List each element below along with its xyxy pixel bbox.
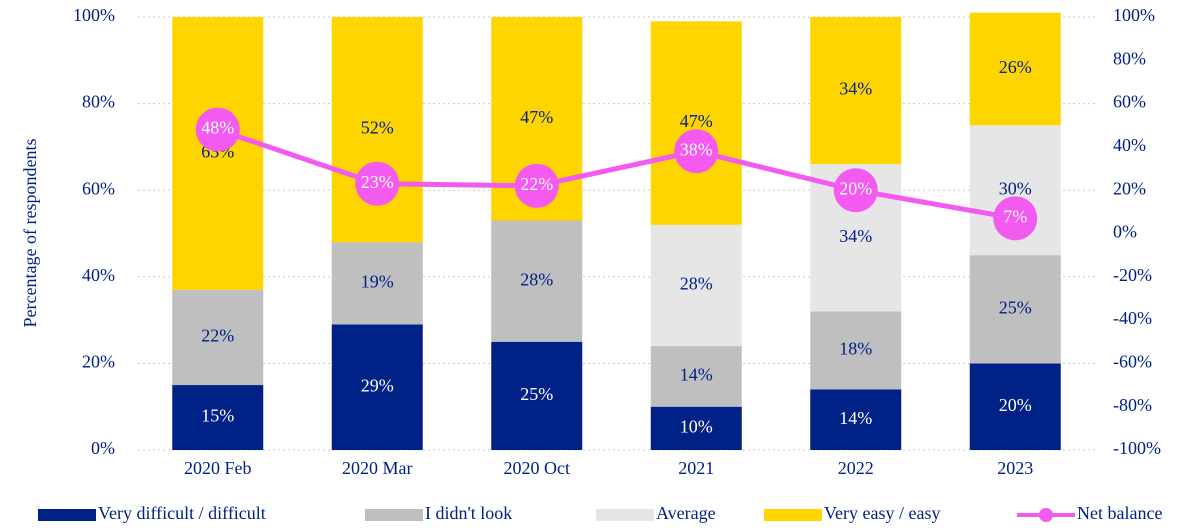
x-tick-label: 2021 [678,458,714,478]
data-label: 22% [520,174,553,194]
data-label: 30% [999,178,1032,198]
legend-label: Average [656,503,716,523]
bar-segment [969,363,1061,450]
data-label: 20% [839,178,872,198]
data-label: 48% [201,118,234,138]
line [216,127,1016,221]
bar-segment [969,12,1061,126]
y2-tick-label: -60% [1113,352,1152,372]
data-label: 26% [999,57,1032,77]
legend-swatch [1039,508,1053,522]
line-marker [514,163,559,208]
data-label: 47% [520,107,553,127]
data-label: 28% [680,274,713,294]
data-label: 18% [839,339,872,359]
bar-segment [810,311,902,390]
y2-tick-label: -40% [1113,308,1152,328]
y-tick-label: 0% [91,438,115,458]
bar-segment [969,255,1061,364]
data-label: 25% [999,297,1032,317]
bar-segment [650,346,742,407]
legend-label: I didn't look [425,503,512,523]
bar-segment [810,17,902,165]
y2-tick-label: 20% [1113,178,1146,198]
data-label: 7% [1003,206,1027,226]
bar-segment [172,17,264,290]
y2-tick-label: 0% [1113,222,1137,242]
bar-segment [172,385,264,450]
data-label: 34% [839,226,872,246]
legend-label: Net balance [1077,503,1162,523]
legend-swatch [38,509,96,521]
bar-segment [650,224,742,347]
data-label: 25% [520,384,553,404]
x-tick-label: 2020 Mar [342,458,413,478]
legend-label: Very easy / easy [824,503,940,523]
x-tick-label: 2023 [997,458,1033,478]
data-label: 10% [680,416,713,436]
bar-segment [650,406,742,450]
line-marker [355,161,400,206]
y2-tick-label: 60% [1113,92,1146,112]
bar-segment [172,289,264,386]
data-label: 47% [680,111,713,131]
y-axis-title: Percentage of respondents [20,139,40,328]
data-label: 20% [999,395,1032,415]
legend-label: Very difficult / difficult [98,503,266,523]
x-tick-label: 2020 Feb [184,458,252,478]
data-label: 28% [520,269,553,289]
y-tick-label: 100% [73,5,115,25]
y2-tick-label: -100% [1113,438,1161,458]
data-label: 19% [361,271,394,291]
line-marker [674,129,719,174]
line-marker [195,107,240,152]
data-label: 15% [201,406,234,426]
y-tick-label: 80% [82,92,115,112]
bar-segment [650,21,742,225]
legend-swatch [764,509,822,521]
data-label: 34% [839,79,872,99]
y-tick-label: 20% [82,352,115,372]
data-label: 29% [361,375,394,395]
data-label: 14% [680,365,713,385]
y2-tick-label: 40% [1113,135,1146,155]
line-marker [833,168,878,213]
y2-tick-label: 100% [1113,5,1155,25]
x-tick-label: 2022 [838,458,874,478]
data-label: 23% [361,172,394,192]
line-marker [993,196,1038,241]
data-label: 22% [201,326,234,346]
legend-swatch [365,509,423,521]
y2-tick-label: 80% [1113,48,1146,68]
x-tick-label: 2020 Oct [504,458,571,478]
data-label: 14% [839,408,872,428]
y-tick-label: 60% [82,178,115,198]
bar-segment [331,242,423,325]
data-label: 52% [361,118,394,138]
bar-segment [491,341,583,450]
bar-segment [810,389,902,450]
bar-segment [331,324,423,450]
data-label: 38% [680,139,713,159]
y2-tick-label: -20% [1113,265,1152,285]
y-tick-label: 40% [82,265,115,285]
bar-segment [491,220,583,342]
y2-tick-label: -80% [1113,395,1152,415]
legend-swatch [596,509,654,521]
